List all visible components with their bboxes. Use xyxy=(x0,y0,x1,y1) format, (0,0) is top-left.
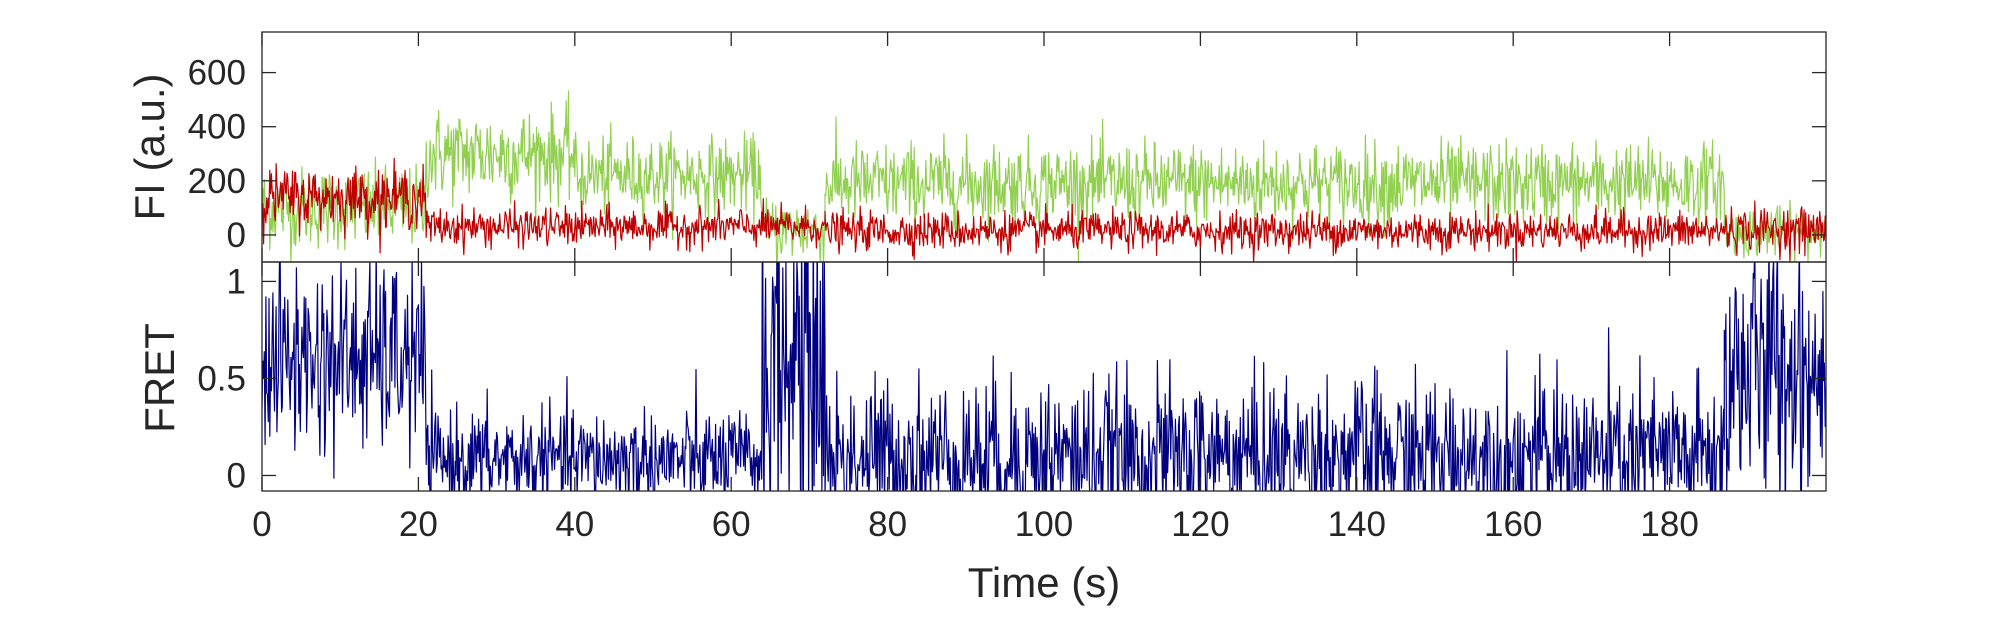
fret-panel: 00.51 0 20 40 60 80 100 120 140 160 180 FRET Time… xyxy=(136,261,1827,606)
fluorescence-panel: 0 200 400 600 FI (a.u.) xyxy=(126,31,1827,263)
fret-y-tick-label: 0 xyxy=(227,456,246,495)
time-x-tick-label: 120 xyxy=(1171,505,1229,544)
time-x-tick-label: 0 xyxy=(252,505,271,544)
fluorescence-y-tick-label: 600 xyxy=(188,54,246,93)
fluorescence-y-axis-label: FI (a.u.) xyxy=(126,73,173,220)
fret-y-ticks: 00.51 xyxy=(197,262,1826,495)
fluorescence-series-0-line xyxy=(262,90,1826,262)
fret-series-0-line xyxy=(262,262,1826,491)
time-x-tick-label: 80 xyxy=(868,505,907,544)
fluorescence-y-tick-label: 400 xyxy=(188,108,246,147)
time-x-tick-label: 20 xyxy=(399,505,438,544)
time-x-ticks: 0 20 40 60 80 100 120 140 160 180 xyxy=(252,262,1699,544)
time-x-tick-label: 100 xyxy=(1015,505,1073,544)
time-x-tick-label: 180 xyxy=(1640,505,1698,544)
fret-y-tick-label: 1 xyxy=(227,262,246,301)
time-x-tick-label: 140 xyxy=(1328,505,1386,544)
time-x-tick-label: 160 xyxy=(1484,505,1542,544)
fluorescence-series-1-line xyxy=(262,157,1826,262)
time-x-axis-label: Time (s) xyxy=(968,559,1120,606)
time-x-tick-label: 40 xyxy=(555,505,594,544)
fluorescence-y-ticks: 0 200 400 600 xyxy=(188,32,1826,262)
fluorescence-y-tick-label: 200 xyxy=(188,162,246,201)
fret-traces xyxy=(262,262,1826,491)
fret-y-axis-label: FRET xyxy=(136,323,183,433)
fluorescence-y-tick-label: 0 xyxy=(227,216,246,255)
time-x-tick-label: 60 xyxy=(712,505,751,544)
fret-y-tick-label: 0.5 xyxy=(197,359,246,398)
fluorescence-traces xyxy=(262,90,1826,262)
